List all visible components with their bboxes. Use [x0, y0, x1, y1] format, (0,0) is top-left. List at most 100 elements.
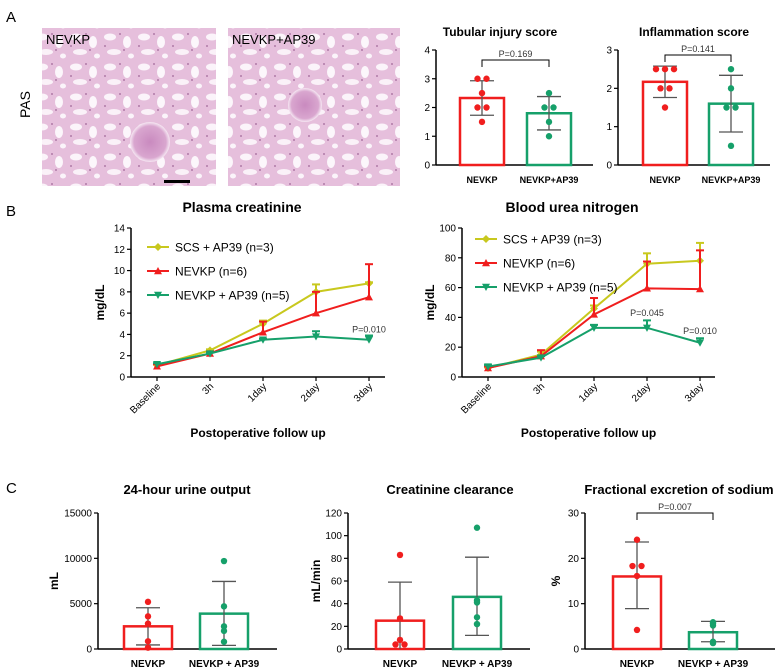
marker-diamond — [154, 243, 162, 251]
fractional-excretion-sodium-chart: 0 10 20 30% Fractional excretion of sodium NE… — [549, 482, 775, 667]
y-tick-label: 100 — [325, 531, 342, 542]
data-point — [545, 133, 553, 140]
data-point — [478, 89, 486, 97]
significance-bracket — [481, 59, 550, 67]
data-point — [392, 641, 399, 648]
marker-diamond — [482, 235, 490, 243]
chart-title: 24-hour urine output — [123, 482, 251, 497]
legend-entry: SCS + AP39 (n=3) — [147, 241, 274, 255]
data-point — [633, 626, 641, 634]
histology-image-nevkp: NEVKP — [42, 28, 216, 186]
panel-label-c: C — [6, 480, 17, 497]
data-point — [666, 85, 673, 92]
legend-label: SCS + AP39 (n=3) — [503, 233, 602, 247]
y-tick-label: 1 — [606, 122, 612, 133]
data-point — [483, 75, 490, 82]
p-value: P=0.045 — [630, 308, 664, 318]
y-tick-label: 14 — [114, 224, 126, 235]
legend-entry: SCS + AP39 (n=3) — [475, 233, 602, 247]
significance-bracket — [664, 54, 732, 62]
marker-triangle-up — [365, 293, 373, 301]
x-tick-label: NEVKP+AP39 — [520, 175, 579, 185]
y-tick-label: 10 — [114, 266, 126, 277]
data-point — [396, 551, 404, 559]
p-value: P=0.169 — [499, 49, 533, 59]
legend-entry: NEVKP (n=6) — [475, 257, 575, 271]
y-tick-label: 20 — [445, 343, 457, 354]
x-tick-label: Baseline — [128, 381, 163, 416]
data-point — [144, 620, 152, 627]
data-point — [633, 572, 641, 580]
x-tick-label: 3day — [352, 381, 375, 404]
data-point — [478, 118, 486, 126]
series-1 — [153, 263, 373, 370]
y-tick-label: 3 — [424, 74, 430, 85]
data-point — [396, 615, 404, 622]
series-2 — [153, 330, 373, 369]
y-tick-label: 4 — [424, 46, 430, 57]
y-axis-label: mL — [47, 572, 61, 590]
x-tick-label: 1day — [577, 381, 600, 404]
data-point — [723, 104, 730, 111]
marker-triangle-down — [206, 350, 214, 358]
x-tick-label: NEVKP — [131, 659, 166, 667]
x-tick-label: 3h — [200, 381, 216, 397]
y-tick-label: 2 — [119, 351, 125, 362]
data-point — [727, 65, 735, 73]
y-axis-label: mg/dL — [423, 285, 437, 321]
y-tick-label: 0 — [424, 161, 430, 172]
data-point — [633, 536, 641, 543]
y-tick-label: 5000 — [70, 599, 93, 610]
data-point — [396, 636, 404, 644]
plasma-creatinine-chart: 0 2 4 6 8 10 12 14 mg/dL Plasma creatinine Baselin… — [93, 199, 386, 440]
data-point — [709, 622, 717, 629]
marker-triangle-up — [590, 310, 598, 318]
x-tick-label: NEVKP + AP39 — [678, 659, 749, 667]
y-tick-label: 2 — [424, 103, 430, 114]
y-tick-label: 80 — [331, 554, 343, 565]
y-tick-label: 1 — [424, 132, 430, 143]
x-tick-label: 1day — [246, 381, 269, 404]
marker-triangle-down — [484, 363, 492, 371]
x-axis-label: Postoperative follow up — [190, 426, 325, 440]
chart-title: Blood urea nitrogen — [506, 199, 639, 215]
y-tick-label: 40 — [331, 599, 343, 610]
y-tick-label: 3 — [606, 46, 612, 57]
chart-title: Tubular injury score — [443, 25, 558, 39]
data-point — [473, 599, 481, 606]
x-tick-label: NEVKP + AP39 — [442, 659, 513, 667]
data-point — [144, 613, 152, 620]
chart-title: Fractional excretion of sodium — [584, 482, 773, 497]
legend-label: SCS + AP39 (n=3) — [175, 241, 274, 255]
legend-label: NEVKP + AP39 (n=5) — [175, 289, 290, 303]
x-tick-label: NEVKP — [466, 175, 497, 185]
x-tick-label: NEVKP — [383, 659, 418, 667]
x-tick-label: 2day — [299, 381, 322, 404]
y-tick-label: 30 — [568, 509, 580, 520]
p-value: P=0.007 — [658, 502, 692, 512]
series-2 — [484, 319, 704, 371]
histology-label: NEVKP+AP39 — [232, 32, 315, 47]
data-point — [220, 603, 228, 610]
y-axis-label: mg/dL — [93, 285, 107, 321]
data-point — [652, 65, 660, 73]
p-value: P=0.141 — [681, 44, 715, 54]
data-point — [727, 142, 735, 150]
glomerulus — [288, 88, 322, 122]
marker-triangle-down — [154, 291, 162, 299]
data-point — [401, 641, 408, 648]
y-tick-label: 60 — [445, 283, 457, 294]
y-tick-label: 15000 — [64, 509, 92, 520]
data-point — [550, 104, 557, 111]
data-point — [144, 644, 152, 651]
y-tick-label: 120 — [325, 509, 342, 520]
data-point — [709, 639, 717, 647]
y-axis-label: % — [549, 575, 563, 586]
legend-label: NEVKP (n=6) — [503, 257, 575, 271]
data-point — [220, 557, 228, 565]
chart-title: Plasma creatinine — [182, 199, 301, 215]
marker-triangle-down — [482, 283, 490, 291]
y-tick-label: 0 — [606, 161, 612, 172]
x-tick-label: NEVKP — [649, 175, 680, 185]
